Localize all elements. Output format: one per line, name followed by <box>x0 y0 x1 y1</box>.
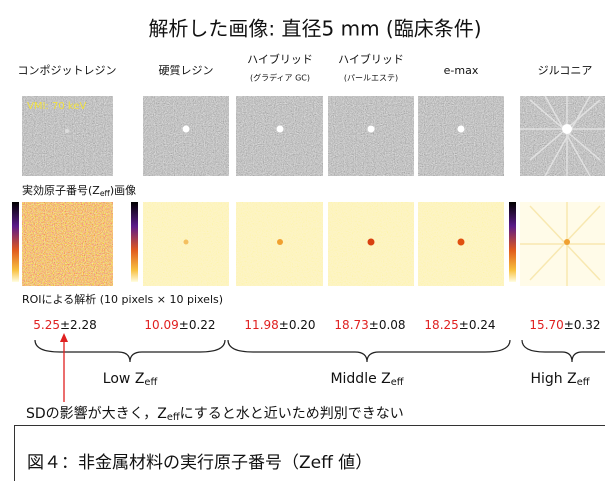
roi-value: 18.73±0.08 <box>334 318 405 332</box>
sd: 2.28 <box>70 318 97 332</box>
plus-minus: ± <box>279 318 289 332</box>
mean: 15.70 <box>529 318 563 332</box>
column-label: ジルコニア <box>538 64 593 77</box>
subscript: eff <box>144 377 157 388</box>
subscript: eff <box>167 412 180 423</box>
plus-minus: ± <box>179 318 189 332</box>
roi-value: 10.09±0.22 <box>144 318 215 332</box>
title: 解析した画像: 直径5 mm (臨床条件) <box>148 17 481 41</box>
mean: 10.09 <box>144 318 178 332</box>
roi-section: ROIによる解析 (10 pixels × 10 pixels) <box>22 292 223 306</box>
caption: 図４：非金属材料の実行原子番号（Zeff 値） <box>27 453 372 473</box>
group-label: Middle Zeff <box>330 371 403 388</box>
sd: 0.22 <box>189 318 216 332</box>
mean: 11.98 <box>244 318 278 332</box>
roi-value: 15.70±0.32 <box>529 318 600 332</box>
roi-value: 5.25±2.28 <box>33 318 97 332</box>
column-label: ハイブリッド <box>338 52 404 66</box>
text-part: High Z <box>531 371 577 387</box>
note: SDの影響が大きく，Zeffにすると水と近いため判別できない <box>26 405 404 423</box>
sd: 0.24 <box>469 318 496 332</box>
vmi-label: VMI: 70 keV <box>27 101 86 112</box>
group-label: Low Zeff <box>103 371 158 388</box>
text-part: 実効原子番号(Z <box>22 183 100 197</box>
subscript: eff <box>391 377 404 388</box>
column-sublabel: (パールエステ) <box>344 74 398 83</box>
braces <box>35 340 605 362</box>
arrow-head <box>60 333 68 342</box>
roi-value: 11.98±0.20 <box>244 318 315 332</box>
text-part: Middle Z <box>330 371 390 387</box>
column-label: e-max <box>444 64 479 77</box>
mean: 5.25 <box>33 318 60 332</box>
sd: 0.08 <box>379 318 406 332</box>
mean: 18.25 <box>424 318 458 332</box>
plus-minus: ± <box>60 318 70 332</box>
plus-minus: ± <box>564 318 574 332</box>
mean: 18.73 <box>334 318 368 332</box>
column-label: コンポジットレジン <box>18 64 117 77</box>
sd: 0.20 <box>289 318 316 332</box>
group-label: High Zeff <box>531 371 590 388</box>
column-sublabel: (グラディア GC) <box>250 73 310 83</box>
roi-value: 18.25±0.24 <box>424 318 495 332</box>
column-label: 硬質レジン <box>159 63 214 77</box>
text-part: SDの影響が大きく，Z <box>26 405 167 422</box>
plus-minus: ± <box>459 318 469 332</box>
sd: 0.32 <box>574 318 601 332</box>
text-part: Low Z <box>103 371 145 387</box>
column-label: ハイブリッド <box>247 52 313 66</box>
text-part: )画像 <box>110 184 136 197</box>
plus-minus: ± <box>369 318 379 332</box>
figure: 解析した画像: 直径5 mm (臨床条件) 実効原子番号(Zeff)画像 ROI… <box>0 0 605 481</box>
text-part: にすると水と近いため判別できない <box>180 406 404 422</box>
zeff-section: 実効原子番号(Zeff)画像 <box>22 183 136 198</box>
subscript: eff <box>577 377 590 388</box>
